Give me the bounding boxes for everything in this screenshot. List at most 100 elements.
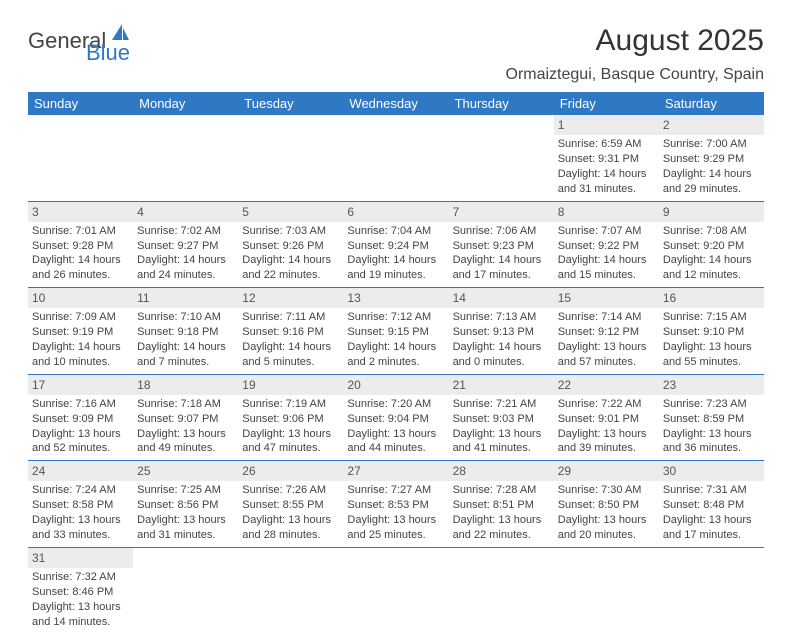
day-info: Sunrise: 7:30 AMSunset: 8:50 PMDaylight:…: [554, 481, 659, 546]
daylight-text: Daylight: 14 hours: [137, 253, 234, 268]
daylight-text: Daylight: 14 hours: [558, 167, 655, 182]
daylight-text: and 33 minutes.: [32, 528, 129, 543]
sunrise-text: Sunrise: 7:31 AM: [663, 483, 760, 498]
day-number: 15: [554, 288, 659, 308]
sunrise-text: Sunrise: 7:01 AM: [32, 224, 129, 239]
day-number: 3: [28, 202, 133, 222]
daylight-text: and 0 minutes.: [453, 355, 550, 370]
sunrise-text: Sunrise: 7:03 AM: [242, 224, 339, 239]
daylight-text: Daylight: 14 hours: [137, 340, 234, 355]
sunset-text: Sunset: 9:23 PM: [453, 239, 550, 254]
daylight-text: Daylight: 13 hours: [663, 340, 760, 355]
sunset-text: Sunset: 9:20 PM: [663, 239, 760, 254]
calendar-week: 3Sunrise: 7:01 AMSunset: 9:28 PMDaylight…: [28, 201, 764, 288]
daylight-text: and 55 minutes.: [663, 355, 760, 370]
daylight-text: Daylight: 14 hours: [453, 253, 550, 268]
calendar-cell: 18Sunrise: 7:18 AMSunset: 9:07 PMDayligh…: [133, 374, 238, 461]
daylight-text: and 41 minutes.: [453, 441, 550, 456]
sunset-text: Sunset: 9:03 PM: [453, 412, 550, 427]
calendar-cell: 20Sunrise: 7:20 AMSunset: 9:04 PMDayligh…: [343, 374, 448, 461]
daylight-text: Daylight: 14 hours: [347, 253, 444, 268]
daylight-text: and 49 minutes.: [137, 441, 234, 456]
daylight-text: and 5 minutes.: [242, 355, 339, 370]
day-info: Sunrise: 7:07 AMSunset: 9:22 PMDaylight:…: [554, 222, 659, 287]
sunrise-text: Sunrise: 7:21 AM: [453, 397, 550, 412]
calendar-table: SundayMondayTuesdayWednesdayThursdayFrid…: [28, 92, 764, 633]
calendar-cell: [659, 547, 764, 633]
sunrise-text: Sunrise: 7:06 AM: [453, 224, 550, 239]
day-info: Sunrise: 7:01 AMSunset: 9:28 PMDaylight:…: [28, 222, 133, 287]
sunrise-text: Sunrise: 6:59 AM: [558, 137, 655, 152]
day-info: Sunrise: 7:08 AMSunset: 9:20 PMDaylight:…: [659, 222, 764, 287]
daylight-text: and 29 minutes.: [663, 182, 760, 197]
sunset-text: Sunset: 9:28 PM: [32, 239, 129, 254]
day-info: Sunrise: 7:12 AMSunset: 9:15 PMDaylight:…: [343, 308, 448, 373]
daylight-text: Daylight: 13 hours: [137, 513, 234, 528]
calendar-cell: 12Sunrise: 7:11 AMSunset: 9:16 PMDayligh…: [238, 288, 343, 375]
daylight-text: and 52 minutes.: [32, 441, 129, 456]
daylight-text: Daylight: 13 hours: [347, 513, 444, 528]
calendar-cell: 23Sunrise: 7:23 AMSunset: 8:59 PMDayligh…: [659, 374, 764, 461]
sunset-text: Sunset: 9:12 PM: [558, 325, 655, 340]
calendar-cell: 6Sunrise: 7:04 AMSunset: 9:24 PMDaylight…: [343, 201, 448, 288]
sunset-text: Sunset: 9:07 PM: [137, 412, 234, 427]
day-number: 6: [343, 202, 448, 222]
daylight-text: and 24 minutes.: [137, 268, 234, 283]
calendar-cell: 13Sunrise: 7:12 AMSunset: 9:15 PMDayligh…: [343, 288, 448, 375]
daylight-text: Daylight: 13 hours: [32, 600, 129, 615]
sunset-text: Sunset: 9:09 PM: [32, 412, 129, 427]
daylight-text: Daylight: 13 hours: [453, 427, 550, 442]
day-info: Sunrise: 7:02 AMSunset: 9:27 PMDaylight:…: [133, 222, 238, 287]
day-info: Sunrise: 7:20 AMSunset: 9:04 PMDaylight:…: [343, 395, 448, 460]
day-info: Sunrise: 7:15 AMSunset: 9:10 PMDaylight:…: [659, 308, 764, 373]
day-number: 31: [28, 548, 133, 568]
calendar-cell: 16Sunrise: 7:15 AMSunset: 9:10 PMDayligh…: [659, 288, 764, 375]
day-info: Sunrise: 7:27 AMSunset: 8:53 PMDaylight:…: [343, 481, 448, 546]
daylight-text: and 31 minutes.: [137, 528, 234, 543]
calendar-cell: 14Sunrise: 7:13 AMSunset: 9:13 PMDayligh…: [449, 288, 554, 375]
daylight-text: Daylight: 14 hours: [663, 167, 760, 182]
day-info: Sunrise: 7:00 AMSunset: 9:29 PMDaylight:…: [659, 135, 764, 200]
sunset-text: Sunset: 9:18 PM: [137, 325, 234, 340]
day-info: Sunrise: 7:03 AMSunset: 9:26 PMDaylight:…: [238, 222, 343, 287]
sunrise-text: Sunrise: 7:30 AM: [558, 483, 655, 498]
calendar-cell: 15Sunrise: 7:14 AMSunset: 9:12 PMDayligh…: [554, 288, 659, 375]
day-number: 25: [133, 461, 238, 481]
day-number: 28: [449, 461, 554, 481]
calendar-cell: [28, 115, 133, 201]
calendar-cell: 28Sunrise: 7:28 AMSunset: 8:51 PMDayligh…: [449, 461, 554, 548]
daylight-text: Daylight: 13 hours: [558, 340, 655, 355]
daylight-text: and 57 minutes.: [558, 355, 655, 370]
calendar-cell: [238, 115, 343, 201]
day-number: 14: [449, 288, 554, 308]
day-info: Sunrise: 7:09 AMSunset: 9:19 PMDaylight:…: [28, 308, 133, 373]
daylight-text: Daylight: 13 hours: [453, 513, 550, 528]
daylight-text: Daylight: 14 hours: [558, 253, 655, 268]
sunrise-text: Sunrise: 7:28 AM: [453, 483, 550, 498]
daylight-text: Daylight: 14 hours: [32, 253, 129, 268]
day-number: 21: [449, 375, 554, 395]
day-number: 4: [133, 202, 238, 222]
daylight-text: and 25 minutes.: [347, 528, 444, 543]
calendar-cell: 1Sunrise: 6:59 AMSunset: 9:31 PMDaylight…: [554, 115, 659, 201]
calendar-cell: 24Sunrise: 7:24 AMSunset: 8:58 PMDayligh…: [28, 461, 133, 548]
daylight-text: and 12 minutes.: [663, 268, 760, 283]
page-title: August 2025: [596, 24, 764, 58]
calendar-cell: 4Sunrise: 7:02 AMSunset: 9:27 PMDaylight…: [133, 201, 238, 288]
daylight-text: and 28 minutes.: [242, 528, 339, 543]
calendar-cell: 17Sunrise: 7:16 AMSunset: 9:09 PMDayligh…: [28, 374, 133, 461]
daylight-text: Daylight: 13 hours: [242, 427, 339, 442]
calendar-week: 31Sunrise: 7:32 AMSunset: 8:46 PMDayligh…: [28, 547, 764, 633]
calendar-cell: 30Sunrise: 7:31 AMSunset: 8:48 PMDayligh…: [659, 461, 764, 548]
daylight-text: Daylight: 13 hours: [137, 427, 234, 442]
calendar-cell: 7Sunrise: 7:06 AMSunset: 9:23 PMDaylight…: [449, 201, 554, 288]
calendar-cell: 11Sunrise: 7:10 AMSunset: 9:18 PMDayligh…: [133, 288, 238, 375]
sunset-text: Sunset: 9:01 PM: [558, 412, 655, 427]
day-header: Sunday: [28, 92, 133, 115]
calendar-body: 1Sunrise: 6:59 AMSunset: 9:31 PMDaylight…: [28, 115, 764, 633]
sunset-text: Sunset: 9:10 PM: [663, 325, 760, 340]
day-info: Sunrise: 7:13 AMSunset: 9:13 PMDaylight:…: [449, 308, 554, 373]
daylight-text: and 44 minutes.: [347, 441, 444, 456]
day-number: 5: [238, 202, 343, 222]
sunrise-text: Sunrise: 7:16 AM: [32, 397, 129, 412]
